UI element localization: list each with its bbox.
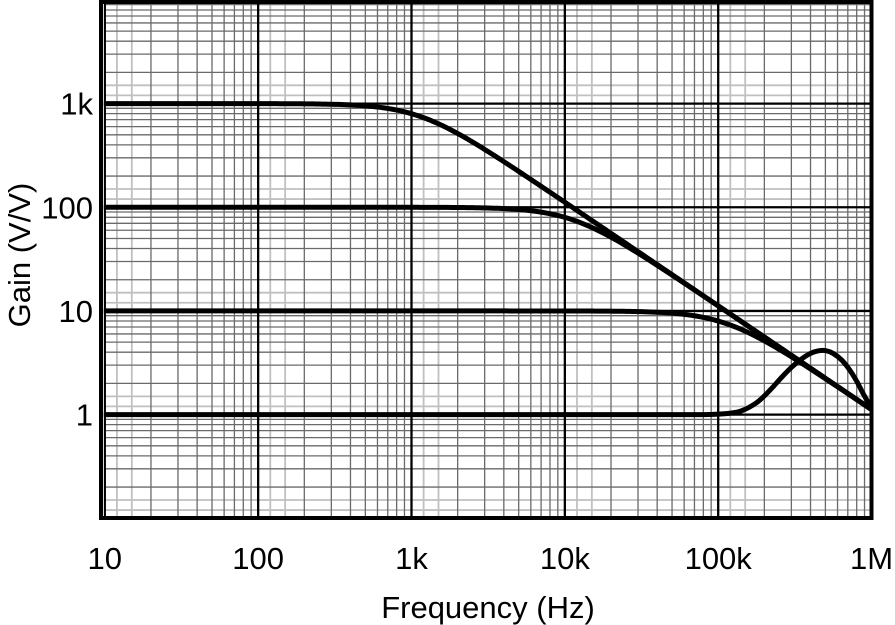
y-tick-label: 10 (59, 294, 93, 329)
curve-series-3 (103, 347, 873, 418)
plot-border (99, 0, 874, 520)
x-tick-label: 1k (395, 541, 428, 576)
y-tick-label: 100 (41, 190, 93, 225)
x-axis-title: Frequency (Hz) (381, 590, 595, 625)
curve-series-1 (103, 204, 873, 412)
y-axis-title: Gain (V/V) (2, 182, 37, 328)
tick-labels: 10 100 1k 10k 100k 1M 1 10 100 1k (41, 87, 893, 576)
x-tick-label: 100 (232, 541, 284, 576)
grid-lines (103, 4, 873, 519)
x-tick-label: 1M (850, 541, 893, 576)
x-tick-label: 10k (540, 541, 590, 576)
x-tick-label: 100k (685, 541, 753, 576)
curve-group (103, 101, 873, 418)
y-tick-label: 1k (60, 87, 93, 122)
curve-series-2 (103, 308, 873, 413)
x-tick-label: 10 (88, 541, 122, 576)
y-tick-label: 1 (76, 398, 93, 433)
